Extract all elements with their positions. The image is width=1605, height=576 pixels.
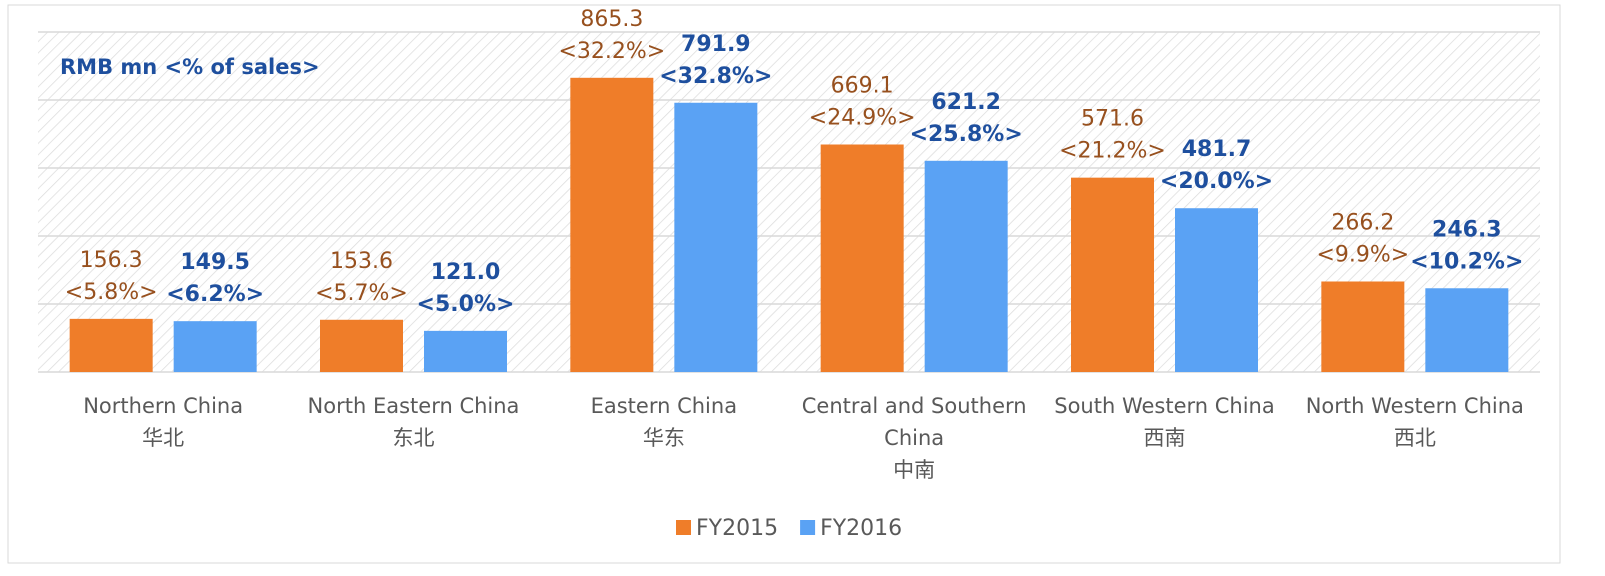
x-tick-label: Eastern China: [591, 394, 737, 418]
share-label: <32.8%>: [659, 64, 772, 89]
x-tick-label: Northern China: [83, 394, 243, 418]
bar: [1425, 288, 1509, 372]
x-tick-label: 西北: [1394, 426, 1436, 450]
value-label: 481.7: [1182, 137, 1252, 162]
chart-title: RMB mn <% of sales>: [60, 55, 320, 79]
share-label: <20.0%>: [1160, 169, 1273, 194]
value-label: 791.9: [681, 32, 751, 57]
share-label: <9.9%>: [1316, 242, 1409, 267]
value-label: 153.6: [330, 249, 393, 274]
legend-swatch: [676, 520, 691, 535]
value-label: 149.5: [180, 250, 250, 275]
bar: [924, 160, 1008, 372]
share-label: <24.9%>: [809, 106, 916, 131]
bar: [173, 321, 257, 372]
x-tick-label: 华东: [643, 426, 685, 450]
x-tick-label: Central and Southern: [802, 394, 1027, 418]
bar: [1321, 281, 1405, 372]
value-label: 669.1: [831, 74, 894, 99]
share-label: <32.2%>: [558, 39, 665, 64]
value-label: 156.3: [80, 248, 143, 273]
legend-label: FY2015: [696, 516, 778, 541]
x-tick-label: South Western China: [1054, 394, 1275, 418]
x-tick-label: North Eastern China: [308, 394, 520, 418]
value-label: 865.3: [580, 7, 643, 32]
bar: [674, 102, 758, 372]
bar: [1175, 208, 1258, 372]
bar: [820, 144, 904, 372]
bar: [424, 330, 507, 372]
x-tick-label: 西南: [1144, 426, 1186, 450]
x-tick-label: North Western China: [1306, 394, 1524, 418]
legend-swatch: [800, 520, 816, 535]
share-label: <10.2%>: [1410, 249, 1523, 274]
x-tick-label: 东北: [393, 426, 435, 450]
x-tick-label: China: [884, 426, 944, 450]
value-label: 621.2: [931, 90, 1001, 115]
bar: [320, 319, 403, 372]
bar: [570, 77, 654, 372]
share-label: <25.8%>: [910, 122, 1023, 147]
bar: [1071, 177, 1154, 372]
value-label: 571.6: [1081, 107, 1144, 132]
value-label: 266.2: [1331, 210, 1394, 235]
share-label: <6.2%>: [166, 282, 264, 307]
plot-area: [38, 32, 1540, 372]
value-label: 246.3: [1432, 217, 1502, 242]
share-label: <5.0%>: [417, 292, 515, 317]
bar: [69, 318, 153, 372]
share-label: <21.2%>: [1059, 139, 1166, 164]
share-label: <5.8%>: [65, 280, 158, 305]
legend-label: FY2016: [820, 516, 902, 541]
x-tick-label: 中南: [893, 458, 935, 482]
x-tick-label: 华北: [142, 426, 184, 450]
share-label: <5.7%>: [315, 281, 408, 306]
value-label: 121.0: [431, 260, 501, 285]
